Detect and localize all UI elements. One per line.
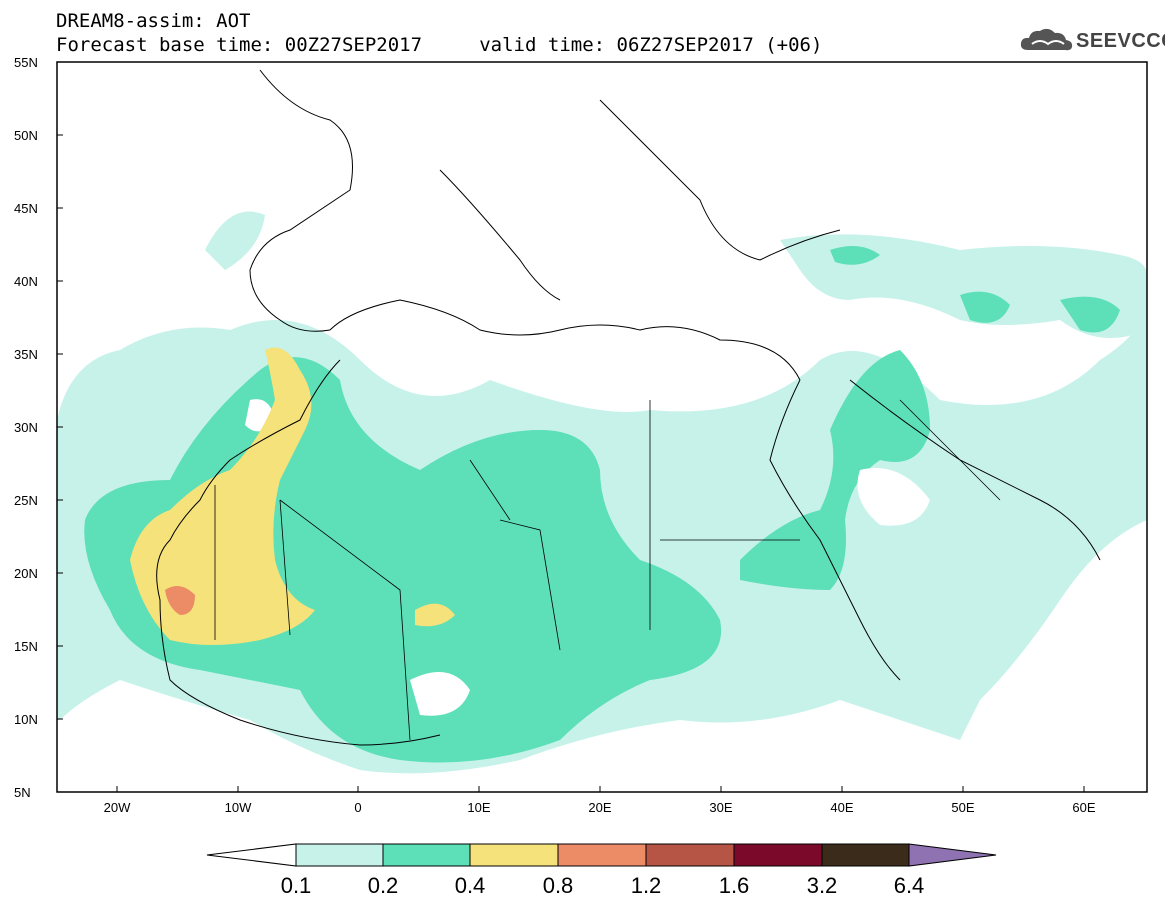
lat-label: 50N — [14, 128, 38, 143]
lon-label: 20E — [588, 800, 612, 815]
colorbar-swatch-3 — [557, 843, 647, 867]
aot-field — [57, 69, 1147, 774]
lat-label: 25N — [14, 493, 38, 508]
aot-contour-0.2-cauc — [830, 246, 880, 265]
lat-label: 35N — [14, 347, 38, 362]
colorbar-label: 1.6 — [718, 873, 750, 898]
aot-hole-1 — [857, 468, 930, 526]
colorbar-label: 0.1 — [280, 873, 312, 898]
colorbar-swatch-5 — [733, 843, 823, 867]
colorbar-swatch-4 — [645, 843, 735, 867]
lon-label: 10E — [467, 800, 491, 815]
colorbar-label: 0.4 — [454, 873, 486, 898]
map-title: DREAM8-assim: AOT — [56, 10, 251, 32]
seevccc-logo: SEEVCCC — [1018, 24, 1165, 56]
aot-contour-0.2-east — [740, 350, 930, 590]
colorbar-label: 0.8 — [542, 873, 574, 898]
aot-contour-0.1-west — [205, 211, 265, 270]
colorbar-swatch-2 — [469, 843, 559, 867]
lat-label: 10N — [14, 712, 38, 727]
lon-label: 50E — [951, 800, 975, 815]
aot-contour-0.2-ne2 — [1060, 296, 1120, 333]
lon-label: 30E — [709, 800, 733, 815]
logo-text: SEEVCCC — [1076, 30, 1165, 52]
colorbar-label: 1.2 — [630, 873, 662, 898]
map-subtitle-times: Forecast base time: 00Z27SEP2017 valid t… — [56, 34, 823, 56]
colorbar-swatch-6 — [821, 843, 910, 867]
lat-label: 40N — [14, 274, 38, 289]
aot-contour-0.4 — [130, 347, 315, 645]
lon-label: 10W — [224, 800, 252, 815]
aot-contour-0.2-ne1 — [960, 291, 1010, 323]
colorbar-high-arrow — [908, 843, 997, 867]
coastlines — [156, 69, 1101, 746]
lon-label: 60E — [1072, 800, 1096, 815]
lat-label: 15N — [14, 639, 38, 654]
colorbar-label: 3.2 — [806, 873, 838, 898]
aot-hole-2 — [410, 672, 470, 716]
colorbar-swatch-1 — [382, 843, 471, 867]
lat-label: 45N — [14, 201, 38, 216]
colorbar — [206, 843, 997, 867]
lat-label: 5N — [14, 785, 31, 800]
aot-contour-0.1-north — [780, 234, 1147, 338]
lat-label: 30N — [14, 420, 38, 435]
lat-label: 55N — [14, 55, 38, 70]
colorbar-label: 6.4 — [893, 873, 925, 898]
aot-contour-0.4-sahel — [415, 603, 455, 627]
lon-label: 0 — [354, 800, 362, 815]
country-borders — [214, 399, 1001, 741]
colorbar-label: 0.2 — [367, 873, 399, 898]
lat-label: 20N — [14, 566, 38, 581]
colorbar-low-arrow — [206, 843, 297, 867]
lon-label: 20W — [103, 800, 131, 815]
lon-label: 40E — [830, 800, 854, 815]
axis-ticks — [57, 61, 1085, 792]
aot-contour-0.8 — [165, 586, 195, 615]
cloud-icon — [1020, 28, 1073, 51]
colorbar-swatch-0 — [295, 843, 384, 867]
